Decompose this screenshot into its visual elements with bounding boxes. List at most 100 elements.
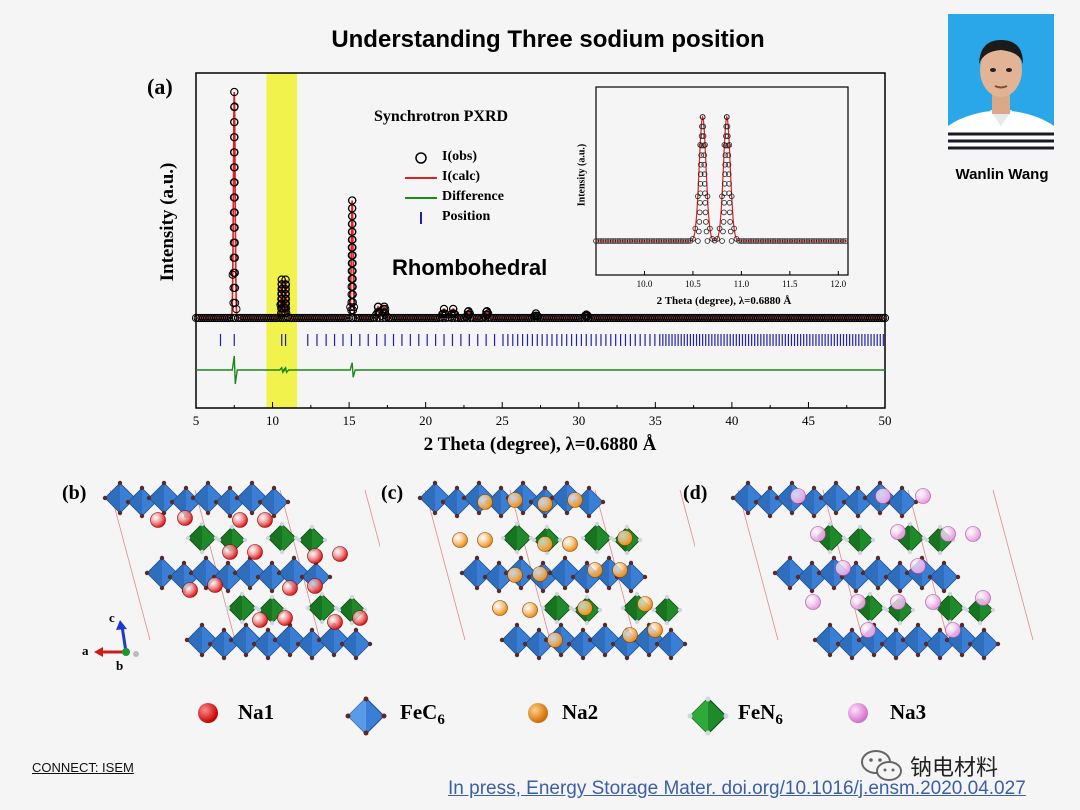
- citation-link[interactable]: In press, Energy Storage Mater. doi.org/…: [448, 778, 1026, 799]
- fen6-octahedron: [185, 521, 219, 555]
- inset-obs-point: [722, 142, 729, 149]
- na-atom: [587, 562, 603, 578]
- inset-frame: [595, 86, 849, 276]
- fec6-octahedron: [835, 627, 869, 661]
- x-tick-label: 5: [193, 413, 200, 428]
- fec6-octahedron: [522, 627, 556, 661]
- inset-x-tick-label: 10.0: [637, 279, 653, 289]
- na-atom: [222, 544, 238, 560]
- fec6-octahedron: [257, 485, 291, 519]
- obs-point: [482, 307, 491, 316]
- na-atom: [150, 512, 166, 528]
- na-atom: [507, 567, 523, 583]
- inset-obs-point: [698, 133, 705, 139]
- na3-label: Na3: [890, 700, 927, 724]
- inset-obs-points: [593, 114, 849, 244]
- obs-point: [230, 178, 239, 187]
- inset-obs-point: [704, 238, 711, 244]
- fec6-octahedron: [339, 627, 373, 661]
- fec6-octahedron: [812, 622, 848, 658]
- obs-point: [530, 312, 539, 321]
- inset-obs-point: [701, 171, 708, 178]
- position-ticks: [219, 334, 884, 346]
- fec6-octahedron: [566, 627, 600, 661]
- cell-edge: [109, 489, 151, 641]
- obs-point: [230, 193, 239, 202]
- x-tick-label: 30: [572, 413, 585, 428]
- obs-point: [381, 304, 390, 314]
- na-atom: [890, 594, 906, 610]
- x-tick-label: 15: [343, 413, 356, 428]
- na-atom: [182, 582, 198, 598]
- structure-na2: [417, 480, 695, 661]
- wechat-text: 钠电材料: [910, 756, 999, 781]
- fec6-octahedron: [927, 560, 961, 594]
- inset-obs-point: [703, 219, 709, 225]
- obs-point: [230, 133, 239, 142]
- wechat-watermark: 钠电材料: [858, 746, 998, 791]
- inset-y-axis-label: Intensity (a.u.): [576, 143, 588, 207]
- fen6-octahedron: [540, 591, 574, 625]
- fec6-octahedron: [818, 480, 854, 516]
- na-atom: [850, 594, 866, 610]
- na-atom: [252, 612, 268, 628]
- obs-point: [230, 163, 239, 172]
- inset-obs-point: [700, 123, 707, 130]
- obs-point: [373, 302, 382, 312]
- inset-obs-point: [716, 225, 723, 232]
- inset-obs-point: [692, 225, 699, 232]
- presenter-photo: [948, 14, 1054, 150]
- obs-point: [230, 102, 239, 111]
- obs-point: [230, 87, 239, 97]
- chart-title: Synchrotron PXRD: [374, 108, 509, 125]
- fec6-octahedron: [753, 485, 787, 519]
- fen6-octahedron: [500, 521, 534, 555]
- legend-label-calc: I(calc): [442, 169, 481, 184]
- na2-sphere-icon: [528, 703, 548, 723]
- connect-link[interactable]: CONNECT: ISEM: [32, 760, 134, 775]
- pxrd-chart: 5 10 15 20 25 30 35 40 45 50: [191, 72, 892, 428]
- na-atom: [577, 600, 593, 616]
- fen6-label: FeN6: [738, 700, 783, 729]
- inset-obs-point: [690, 236, 696, 242]
- na-atom: [477, 532, 493, 548]
- fec6-octahedron: [482, 560, 516, 594]
- obs-point: [231, 298, 240, 307]
- panel-label-a: (a): [147, 74, 173, 99]
- inset-obs-point: [697, 171, 704, 178]
- presenter-name: Wanlin Wang: [955, 166, 1049, 183]
- inset-obs-point: [840, 238, 846, 244]
- na-atom: [332, 546, 348, 562]
- inset-obs-point: [707, 225, 713, 232]
- na-atom: [282, 580, 298, 596]
- inset-obs-point: [724, 133, 731, 139]
- inset-obs-point: [720, 219, 727, 225]
- na-atom: [327, 614, 343, 630]
- inset-obs-point: [722, 171, 728, 178]
- obs-point: [232, 305, 241, 314]
- inset-x-tick-label: 11.0: [734, 279, 750, 289]
- na-atom: [965, 526, 981, 542]
- na-atom: [925, 594, 941, 610]
- inset-obs-point: [721, 200, 727, 206]
- obs-point: [348, 298, 357, 307]
- na-atom: [945, 622, 961, 638]
- cell-edge: [737, 489, 779, 641]
- obs-point: [449, 304, 458, 314]
- obs-point: [348, 227, 357, 236]
- fec6-octahedron: [169, 485, 203, 519]
- fec6-octahedron: [295, 627, 329, 661]
- na-atom: [612, 562, 628, 578]
- na-atom: [247, 544, 263, 560]
- obs-point: [230, 238, 239, 247]
- na-atom: [975, 590, 991, 606]
- fec6-octahedron: [654, 627, 688, 661]
- obs-point: [348, 282, 357, 291]
- obs-point: [282, 304, 291, 313]
- inset-x-ticks: 10.0 10.5 11.0 11.5 12.0: [637, 271, 847, 289]
- obs-point: [348, 259, 357, 268]
- inset-obs-point: [694, 193, 701, 200]
- na-atom: [647, 622, 663, 638]
- obs-point: [348, 204, 357, 213]
- na-atom: [805, 594, 821, 610]
